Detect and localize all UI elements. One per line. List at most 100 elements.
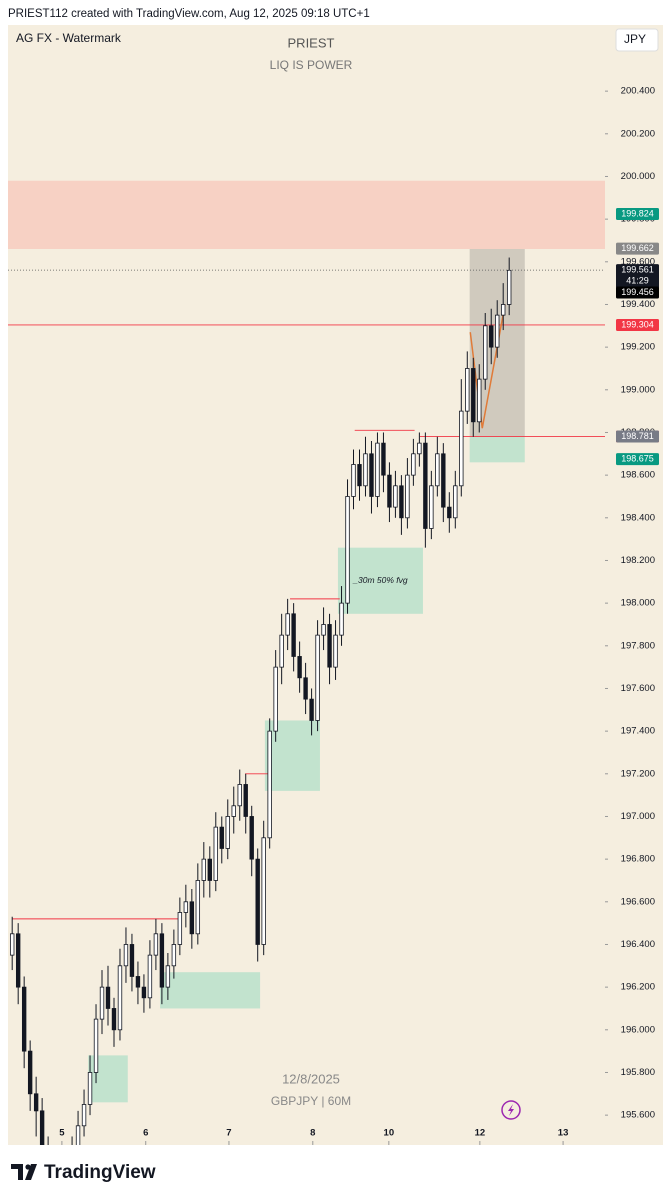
candle-body bbox=[501, 304, 506, 316]
candle-body bbox=[99, 986, 105, 1020]
candle-body bbox=[357, 464, 362, 487]
candle-body bbox=[21, 986, 27, 1052]
candle-body bbox=[237, 784, 242, 807]
candle-body bbox=[369, 453, 374, 497]
y-tick-label: 197.800 bbox=[621, 640, 655, 651]
candle-body bbox=[471, 368, 476, 423]
price-tag bbox=[616, 318, 659, 331]
candle-body bbox=[189, 901, 195, 935]
candle-body bbox=[495, 314, 500, 348]
candle-body bbox=[177, 912, 183, 945]
candle-body bbox=[291, 613, 296, 657]
candle-body bbox=[387, 474, 392, 508]
candle-body bbox=[327, 624, 332, 668]
zone bbox=[160, 972, 261, 1009]
price-tag-label: 199.456 bbox=[621, 287, 654, 297]
candle-body bbox=[315, 634, 320, 721]
date-label: 12/8/2025 bbox=[282, 1071, 340, 1086]
candle-body bbox=[309, 698, 314, 721]
price-tag-label: 199.662 bbox=[621, 243, 654, 253]
candle-body bbox=[405, 474, 410, 519]
y-tick-label: 198.200 bbox=[621, 555, 655, 566]
x-tick-label: 10 bbox=[384, 1128, 395, 1139]
candle-body bbox=[506, 269, 512, 305]
candle-body bbox=[297, 656, 302, 679]
candle-body bbox=[111, 1008, 117, 1031]
candle-body bbox=[87, 1072, 93, 1105]
candle-body bbox=[411, 453, 416, 476]
price-tag-label: 199.824 bbox=[621, 208, 654, 218]
candle-body bbox=[363, 453, 368, 487]
y-tick-label: 197.200 bbox=[621, 768, 655, 779]
candle-body bbox=[345, 496, 350, 604]
candle-body bbox=[381, 442, 386, 476]
candle-body bbox=[147, 954, 153, 999]
zone bbox=[337, 547, 423, 614]
y-tick-label: 196.200 bbox=[621, 982, 655, 993]
currency-label[interactable]: JPY bbox=[624, 32, 646, 46]
candle-body bbox=[417, 442, 422, 455]
overlay: 200.400200.200200.000199.800199.600199.4… bbox=[59, 86, 659, 1145]
candle-body bbox=[441, 453, 446, 508]
candle-body bbox=[135, 976, 141, 988]
price-tag-label: 199.304 bbox=[621, 319, 654, 329]
price-tag bbox=[616, 242, 659, 255]
candle-body bbox=[165, 965, 171, 988]
candle-body bbox=[33, 1093, 39, 1112]
candle-body bbox=[195, 880, 201, 935]
candle-body bbox=[489, 325, 494, 348]
symbol-label: GBPJPY | 60M bbox=[271, 1094, 351, 1108]
zone bbox=[8, 180, 605, 249]
price-tag bbox=[616, 286, 659, 299]
candle-body bbox=[375, 442, 380, 497]
y-tick-label: 197.600 bbox=[621, 683, 655, 694]
chart-title: PRIEST bbox=[288, 35, 335, 50]
brand-name: TradingView bbox=[44, 1162, 156, 1183]
candle-body bbox=[483, 325, 488, 380]
candle-body bbox=[285, 613, 290, 636]
candle-body bbox=[70, 1147, 74, 1158]
y-tick-label: 199.600 bbox=[621, 256, 655, 267]
header: PRIEST112 created with TradingView.com, … bbox=[8, 8, 370, 20]
plot: _30m 50% fvg bbox=[8, 180, 605, 1158]
y-tick-label: 199.400 bbox=[621, 299, 655, 310]
x-tick-label: 12 bbox=[475, 1128, 486, 1139]
alert-bolt bbox=[508, 1104, 514, 1116]
x-tick-label: 6 bbox=[143, 1128, 148, 1139]
currency-button[interactable] bbox=[615, 28, 659, 52]
candle-body bbox=[303, 677, 308, 700]
candle-body bbox=[393, 485, 398, 508]
candle-body bbox=[75, 1125, 81, 1145]
candle-body bbox=[81, 1104, 87, 1127]
candle-body bbox=[459, 410, 464, 487]
price-tag bbox=[616, 264, 659, 289]
y-tick-label: 200.200 bbox=[621, 128, 655, 139]
candle-body bbox=[321, 624, 326, 636]
candle-body bbox=[105, 986, 111, 1009]
candle-body bbox=[243, 784, 248, 817]
price-tag bbox=[616, 430, 659, 443]
x-tick-label: 7 bbox=[226, 1128, 231, 1139]
candle-body bbox=[219, 826, 224, 849]
y-tick-label: 198.000 bbox=[621, 598, 655, 609]
candle-body bbox=[249, 816, 254, 860]
price-tag-label: 198.675 bbox=[621, 454, 654, 464]
y-tick-label: 198.600 bbox=[621, 470, 655, 481]
candle-body bbox=[423, 442, 428, 529]
candle-body bbox=[171, 944, 177, 967]
candle-body bbox=[351, 464, 356, 497]
y-tick-label: 199.200 bbox=[621, 342, 655, 353]
candle-body bbox=[225, 816, 230, 849]
candle-body bbox=[465, 368, 470, 412]
price-tag-label: 199.561 bbox=[621, 264, 654, 274]
y-tick-label: 196.400 bbox=[621, 939, 655, 950]
y-tick-label: 196.600 bbox=[621, 896, 655, 907]
zone bbox=[264, 720, 320, 791]
candle-body bbox=[27, 1050, 33, 1095]
y-tick-label: 200.400 bbox=[621, 86, 655, 97]
alert-icon[interactable] bbox=[501, 1100, 521, 1120]
candle-body bbox=[333, 634, 338, 668]
y-tick-label: 195.600 bbox=[621, 1110, 655, 1121]
y-tick-label: 197.000 bbox=[621, 811, 655, 822]
